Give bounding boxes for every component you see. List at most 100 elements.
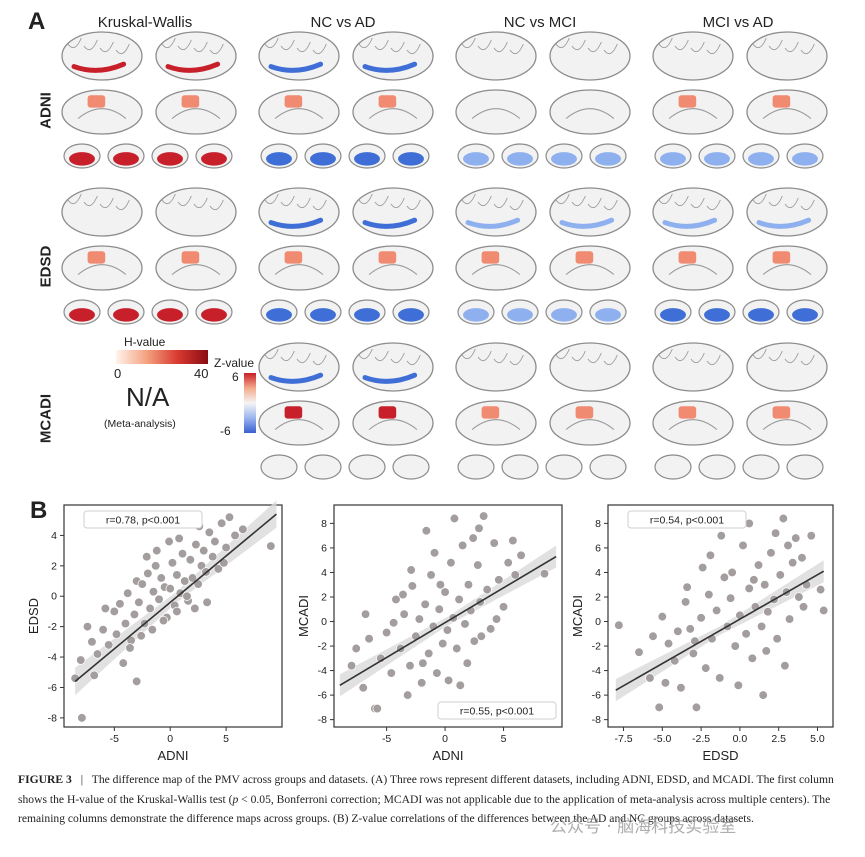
scatter-point xyxy=(216,518,227,528)
scatter-point xyxy=(766,548,776,558)
y-tick-label: -4 xyxy=(318,665,327,677)
scatter-point xyxy=(705,550,716,560)
brain-medial-right xyxy=(549,245,631,291)
scatter-point xyxy=(191,539,201,550)
scatter-point xyxy=(741,629,751,639)
scatter-point xyxy=(407,581,417,591)
brain-medial-left xyxy=(61,89,143,135)
scatter-point xyxy=(230,530,240,541)
brain-medial-left xyxy=(258,245,340,291)
scatter-point xyxy=(167,558,178,568)
y-tick-label: -6 xyxy=(318,690,327,702)
scatter-point xyxy=(440,587,450,597)
scatter-point xyxy=(516,550,526,560)
brain-ventral-view xyxy=(501,143,539,169)
scatter-point xyxy=(798,602,809,612)
brain-ventral-view xyxy=(654,143,692,169)
scatter-point xyxy=(182,591,192,601)
scatter-point xyxy=(775,570,785,580)
scatter-point xyxy=(177,549,188,559)
y-tick-label: 4 xyxy=(51,530,57,542)
brain-lateral-left xyxy=(652,31,734,81)
scatter-point xyxy=(663,638,674,649)
caption-text-1: The difference map of the PMV across gro… xyxy=(18,773,834,806)
scatter-point xyxy=(399,609,409,619)
brain-lateral-left xyxy=(61,31,143,81)
scatter-point xyxy=(449,513,460,524)
scatter-point xyxy=(351,643,361,654)
scatter-point xyxy=(151,561,161,571)
scatter-point xyxy=(388,618,399,628)
y-tick-label: -8 xyxy=(318,714,327,726)
brain-ventral-view xyxy=(392,143,430,169)
scatter-point xyxy=(414,614,425,624)
scatter-point xyxy=(158,615,169,626)
y-tick-label: 8 xyxy=(595,518,601,530)
stats-annotation: r=0.78, p<0.001 xyxy=(106,515,180,527)
scatter-point xyxy=(199,545,209,556)
scatter-point xyxy=(660,678,671,688)
brain-lateral-right xyxy=(549,31,631,81)
scatter-point xyxy=(424,648,434,659)
brain-ventral-view xyxy=(742,299,780,325)
scatter-point xyxy=(165,583,175,594)
scatter-point xyxy=(452,643,462,654)
scatter-point xyxy=(172,570,182,580)
brain-lateral-right xyxy=(352,31,434,81)
brain-medial-right xyxy=(352,245,434,291)
brain-ventral-view xyxy=(107,299,145,325)
brain-ventral-view xyxy=(304,143,342,169)
x-tick-label: 2.5 xyxy=(771,733,786,745)
scatter-point xyxy=(491,614,502,624)
brain-ventral-view xyxy=(545,143,583,169)
scatter-point xyxy=(508,535,518,546)
scatter-point xyxy=(89,670,99,680)
scatter-point xyxy=(486,624,496,634)
scatter-point xyxy=(772,634,782,644)
y-tick-label: 2 xyxy=(595,591,601,603)
scatter-point xyxy=(654,702,664,713)
brain-ventral-view xyxy=(786,454,824,480)
scatter-point xyxy=(673,626,683,636)
scatter-edsd-vs-mcadi: -7.5 -5.0 -2.5 0.0 2.5 5.0 -8 -6 -4 -2 0 2 4 6 8 EDSD MC… xyxy=(570,504,834,763)
stats-annotation-box xyxy=(627,510,747,529)
watermark-text: 公众号 · 脑海科技实验室 xyxy=(550,817,737,837)
zvalue-legend-min: -6 xyxy=(220,424,231,438)
brain-panel-r1-c1 xyxy=(258,187,434,325)
brain-ventral-view xyxy=(654,454,692,480)
scatter-point xyxy=(142,552,152,562)
scatter-point xyxy=(634,647,644,657)
scatter-point xyxy=(145,603,155,614)
scatter-point xyxy=(696,613,706,623)
scatter-point xyxy=(797,553,807,563)
scatter-point xyxy=(418,658,428,668)
x-tick-label: -5 xyxy=(382,733,391,745)
regression-line xyxy=(615,570,825,691)
brain-medial-left xyxy=(455,400,537,446)
brain-ventral-view xyxy=(501,454,539,480)
caption-label: FIGURE 3 xyxy=(18,773,72,786)
scatter-point xyxy=(364,634,374,644)
y-tick-label: 6 xyxy=(321,542,327,554)
y-axis-label: MCADI xyxy=(570,595,585,637)
brain-panel-r1-c3 xyxy=(652,187,828,325)
regression-line xyxy=(74,513,277,682)
scatter-point xyxy=(614,620,624,630)
scatter-point xyxy=(794,592,804,602)
brain-ventral-view xyxy=(545,454,583,480)
brain-ventral-view xyxy=(654,299,692,325)
hvalue-legend-title: H-value xyxy=(124,335,166,349)
scatter-point xyxy=(783,540,793,551)
scatter-point xyxy=(473,560,483,570)
scatter-point xyxy=(806,531,816,541)
scatter-point xyxy=(92,649,103,659)
scatter-point xyxy=(77,713,87,723)
x-axis-label: ADNI xyxy=(157,748,188,763)
scatter-point xyxy=(360,609,371,619)
y-tick-label: -8 xyxy=(48,712,57,724)
scatter-point xyxy=(738,540,748,551)
scatter-point xyxy=(494,575,504,585)
x-tick-label: -5.0 xyxy=(653,733,671,745)
scatter-point xyxy=(76,655,86,665)
scatter-point xyxy=(503,557,513,568)
